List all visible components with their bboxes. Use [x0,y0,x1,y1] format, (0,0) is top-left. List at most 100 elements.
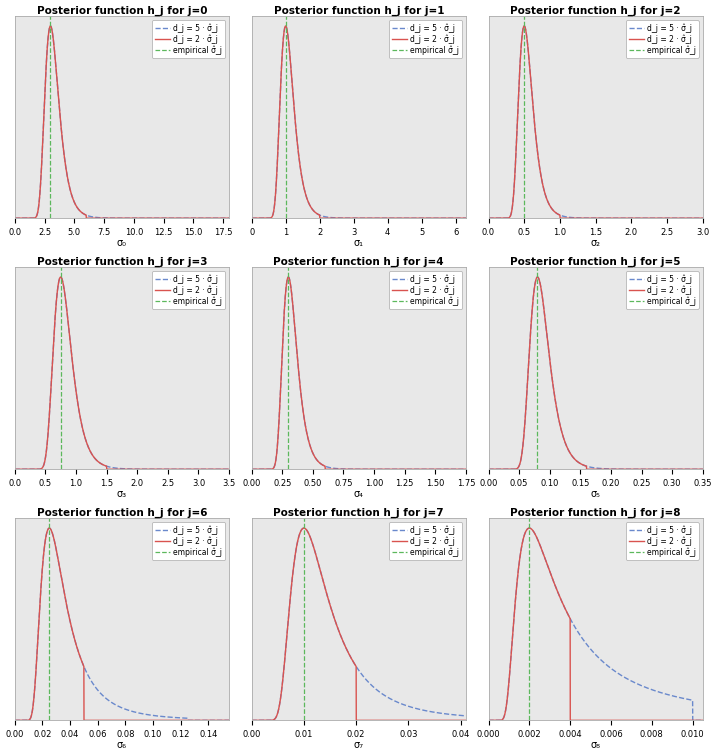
d_j = 2 · σ̂_j [621,465,629,474]
d_j = 5 · σ̂_j [562,212,571,222]
d_j = 5 · σ̂_j [300,524,308,533]
d_j = 5 · σ̂_j [374,465,383,474]
d_j = 5 · σ̂_j [45,524,54,533]
Line: d_j = 2 · σ̂_j: d_j = 2 · σ̂_j [15,277,229,469]
Line: d_j = 5 · σ̂_j: d_j = 5 · σ̂_j [488,277,703,469]
d_j = 5 · σ̂_j [325,463,333,472]
d_j = 2 · σ̂_j [21,214,30,223]
d_j = 2 · σ̂_j [225,214,233,223]
Line: d_j = 2 · σ̂_j: d_j = 2 · σ̂_j [252,528,466,720]
d_j = 2 · σ̂_j [282,21,290,30]
d_j = 2 · σ̂_j [169,716,178,725]
d_j = 5 · σ̂_j [611,214,620,223]
d_j = 5 · σ̂_j [225,465,233,474]
Line: d_j = 2 · σ̂_j: d_j = 2 · σ̂_j [252,277,466,469]
Line: d_j = 2 · σ̂_j: d_j = 2 · σ̂_j [488,277,703,469]
d_j = 5 · σ̂_j [495,716,503,725]
d_j = 2 · σ̂_j [611,214,620,223]
d_j = 5 · σ̂_j [484,716,493,725]
Line: d_j = 2 · σ̂_j: d_j = 2 · σ̂_j [252,26,466,218]
d_j = 5 · σ̂_j [525,524,533,533]
Title: Posterior function h_j for j=6: Posterior function h_j for j=6 [36,508,207,518]
d_j = 5 · σ̂_j [643,465,651,474]
d_j = 5 · σ̂_j [88,212,97,222]
d_j = 5 · σ̂_j [462,214,470,223]
d_j = 5 · σ̂_j [562,606,571,615]
d_j = 2 · σ̂_j [21,465,30,474]
Title: Posterior function h_j for j=1: Posterior function h_j for j=1 [274,5,444,16]
Line: d_j = 5 · σ̂_j: d_j = 5 · σ̂_j [252,528,466,720]
Line: d_j = 5 · σ̂_j: d_j = 5 · σ̂_j [252,277,466,469]
X-axis label: σ₇: σ₇ [354,740,364,751]
d_j = 2 · σ̂_j [643,465,651,474]
d_j = 2 · σ̂_j [525,524,533,533]
d_j = 2 · σ̂_j [258,465,267,474]
d_j = 2 · σ̂_j [643,214,651,223]
d_j = 2 · σ̂_j [462,716,470,725]
X-axis label: σ₈: σ₈ [591,740,601,751]
d_j = 2 · σ̂_j [11,465,19,474]
Title: Posterior function h_j for j=7: Posterior function h_j for j=7 [273,508,444,518]
d_j = 5 · σ̂_j [147,465,155,474]
d_j = 2 · σ̂_j [699,465,707,474]
d_j = 2 · σ̂_j [643,716,651,725]
d_j = 5 · σ̂_j [181,214,189,223]
d_j = 5 · σ̂_j [325,598,333,607]
d_j = 2 · σ̂_j [406,716,415,725]
d_j = 2 · σ̂_j [621,214,629,223]
d_j = 5 · σ̂_j [11,716,19,725]
d_j = 2 · σ̂_j [418,214,426,223]
d_j = 5 · σ̂_j [147,711,155,720]
Line: d_j = 2 · σ̂_j: d_j = 2 · σ̂_j [15,528,229,720]
d_j = 2 · σ̂_j [247,716,256,725]
d_j = 2 · σ̂_j [418,716,426,725]
d_j = 5 · σ̂_j [611,667,620,676]
d_j = 2 · σ̂_j [247,214,256,223]
d_j = 2 · σ̂_j [147,465,155,474]
d_j = 5 · σ̂_j [484,214,493,223]
X-axis label: σ₂: σ₂ [591,238,601,248]
d_j = 2 · σ̂_j [46,21,55,30]
d_j = 5 · σ̂_j [225,214,233,223]
Title: Posterior function h_j for j=0: Posterior function h_j for j=0 [36,5,207,16]
d_j = 2 · σ̂_j [406,465,415,474]
d_j = 5 · σ̂_j [383,465,392,474]
d_j = 2 · σ̂_j [533,272,542,281]
d_j = 2 · σ̂_j [621,716,629,725]
d_j = 5 · σ̂_j [11,214,19,223]
d_j = 2 · σ̂_j [462,465,470,474]
d_j = 2 · σ̂_j [374,465,383,474]
d_j = 5 · σ̂_j [374,686,383,696]
d_j = 2 · σ̂_j [406,214,415,223]
d_j = 5 · σ̂_j [137,214,146,223]
d_j = 5 · σ̂_j [418,465,426,474]
d_j = 5 · σ̂_j [406,465,415,474]
d_j = 5 · σ̂_j [520,21,528,30]
d_j = 2 · σ̂_j [611,465,620,474]
d_j = 5 · σ̂_j [88,451,97,460]
d_j = 5 · σ̂_j [383,214,392,223]
d_j = 2 · σ̂_j [520,21,528,30]
d_j = 5 · σ̂_j [562,441,571,450]
d_j = 5 · σ̂_j [611,464,620,473]
d_j = 5 · σ̂_j [56,272,65,281]
d_j = 2 · σ̂_j [137,214,146,223]
d_j = 5 · σ̂_j [654,214,663,223]
d_j = 2 · σ̂_j [169,214,178,223]
d_j = 5 · σ̂_j [225,716,233,725]
d_j = 5 · σ̂_j [654,687,663,696]
Title: Posterior function h_j for j=8: Posterior function h_j for j=8 [511,508,681,518]
Line: d_j = 5 · σ̂_j: d_j = 5 · σ̂_j [15,277,229,469]
d_j = 2 · σ̂_j [21,716,30,725]
d_j = 5 · σ̂_j [11,465,19,474]
d_j = 2 · σ̂_j [284,272,292,281]
d_j = 5 · σ̂_j [654,465,663,474]
d_j = 5 · σ̂_j [383,692,392,702]
d_j = 5 · σ̂_j [406,702,415,711]
d_j = 5 · σ̂_j [495,465,503,474]
d_j = 2 · σ̂_j [88,214,97,223]
d_j = 2 · σ̂_j [181,465,189,474]
Legend: d_j = 5 · σ̂_j, d_j = 2 · σ̂_j, empirical σ̂_j: d_j = 5 · σ̂_j, d_j = 2 · σ̂_j, empirica… [152,20,225,57]
Title: Posterior function h_j for j=4: Posterior function h_j for j=4 [273,256,444,267]
d_j = 5 · σ̂_j [169,214,178,223]
